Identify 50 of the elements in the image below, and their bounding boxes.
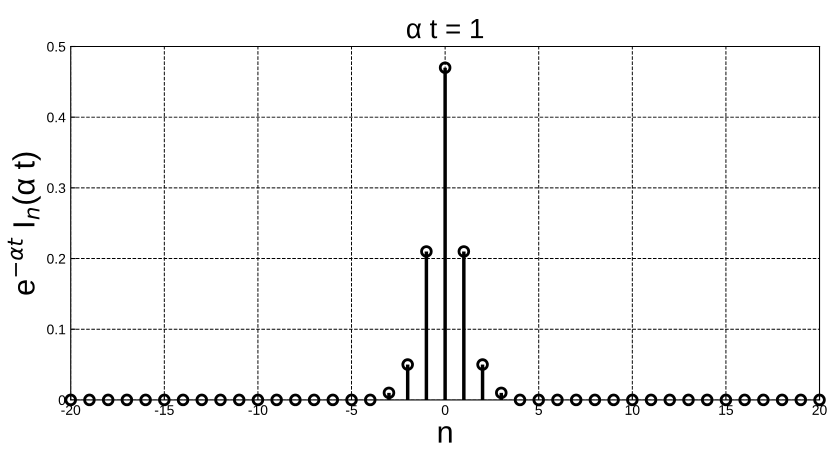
point <box>682 394 695 406</box>
point <box>214 394 227 406</box>
point <box>102 394 114 406</box>
point <box>570 394 582 406</box>
point <box>495 386 508 400</box>
x-tick-label: -15 <box>154 405 174 415</box>
point <box>196 394 208 406</box>
point <box>476 358 489 371</box>
point <box>139 394 152 406</box>
y-tick-label: 0.5 <box>47 42 66 52</box>
point <box>644 394 658 406</box>
point <box>401 358 414 371</box>
point <box>664 394 676 406</box>
y-tick-label: 0.1 <box>47 324 66 334</box>
y-axis-title: e$^{−αt}$ I$_{n}$(α t) <box>8 152 41 295</box>
point <box>532 394 545 406</box>
point <box>438 61 452 74</box>
x-tick-label: -10 <box>248 405 268 415</box>
x-tick-label: 10 <box>626 405 640 415</box>
point <box>514 394 526 406</box>
chart-title: α t = 1 <box>406 19 484 38</box>
point <box>83 394 96 406</box>
point <box>364 394 376 406</box>
point <box>176 394 190 406</box>
x-tick-label: 15 <box>719 405 734 415</box>
x-tick-label: 20 <box>812 405 827 415</box>
x-tick-label: 0 <box>442 405 448 415</box>
point <box>551 394 564 406</box>
x-axis-title: n <box>438 426 452 443</box>
point <box>382 386 396 400</box>
point <box>607 394 620 406</box>
point <box>458 245 470 258</box>
y-tick-label: 0.4 <box>47 112 66 122</box>
point <box>326 394 340 406</box>
point <box>120 394 134 406</box>
point <box>588 394 602 406</box>
point <box>700 394 714 406</box>
y-tick-label: 0 <box>58 395 66 406</box>
point <box>270 394 283 406</box>
point <box>738 394 751 406</box>
y-tick-label: 0.3 <box>47 183 66 194</box>
point <box>289 394 302 406</box>
point <box>757 394 770 406</box>
y-tick-label: 0.2 <box>47 254 66 264</box>
point <box>794 394 808 406</box>
point <box>776 394 788 406</box>
x-tick-label: -20 <box>61 405 80 415</box>
point <box>308 394 320 406</box>
point <box>420 245 433 258</box>
point <box>232 394 246 406</box>
